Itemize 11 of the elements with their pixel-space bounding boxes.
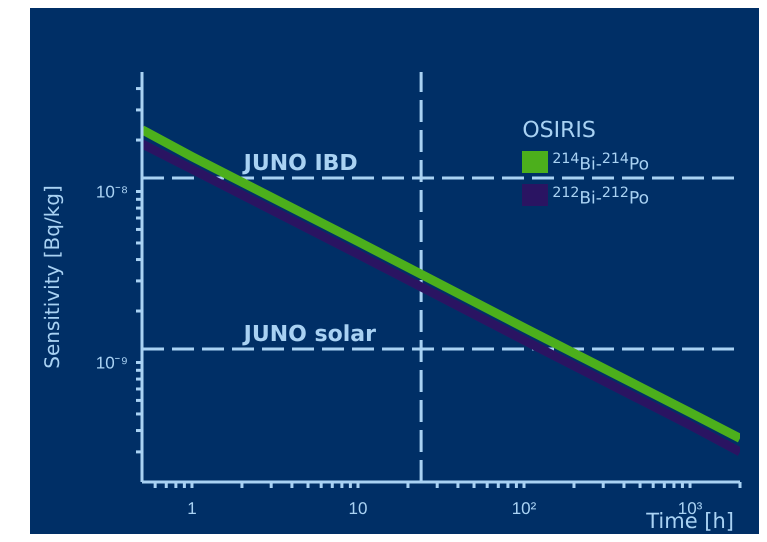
ref-line-label: JUNO IBD [242,150,358,176]
legend-label: $^{212}$Bi-$^{212}$Po [552,184,649,210]
ref-line-label: JUNO solar [242,322,376,347]
x-tick-label: 10² [512,499,537,518]
y-tick-label: 10⁻⁹ [96,354,128,373]
y-tick-label: 10⁻⁸ [96,182,128,202]
legend-label: $^{214}$Bi-$^{214}$Po [552,150,649,177]
y-axis-title: Sensitivity [Bq/kg] [40,185,64,369]
x-tick-label: 10 [348,499,368,518]
x-tick-label: 1 [187,499,197,518]
legend-title: OSIRIS [522,118,597,143]
